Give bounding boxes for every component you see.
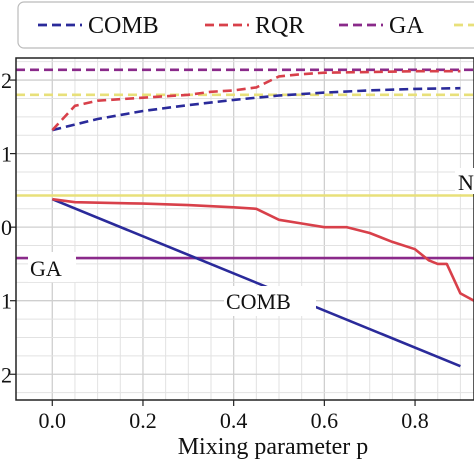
annotation-ga: GA [28,252,76,282]
x-tick-label: 0.4 [220,408,248,433]
annotation-n-text: N [458,170,474,195]
annotation-ga-text: GA [30,256,62,281]
plot-series [16,68,474,368]
legend: COMBRQRGAN [17,1,474,49]
x-tick-label: 0.2 [129,408,157,433]
x-tick-label: 0.6 [311,408,339,433]
legend-label-comb: COMB [88,13,159,39]
annotation-comb: COMB [224,286,316,316]
y-tick-label: 0 [1,215,12,240]
x-tick-label: 0.8 [401,408,429,433]
legend-label-ga: GA [389,13,424,39]
series-line-comb-solid [51,197,461,368]
series-line-rqr-solid [52,197,474,302]
y-tick-label: 2 [1,362,12,387]
annotation-comb-text: COMB [226,289,291,314]
annotation-n: N [455,168,474,195]
plot-frame [15,57,474,401]
legend-label-rqr: RQR [255,13,304,39]
x-tick-label: 0.0 [39,408,67,433]
y-tick-label: 2 [1,68,12,93]
axis-ticks: 0.0 0.2 0.4 0.6 0.8 2 1 0 1 2 [1,68,429,433]
y-tick-label: 1 [1,289,12,314]
series-line-rqr-dashed [51,69,461,131]
y-tick-label: 1 [1,142,12,167]
x-axis-label: Mixing parameter p [178,434,369,460]
grid [16,58,474,400]
series-line-comb-dashed [51,86,461,132]
